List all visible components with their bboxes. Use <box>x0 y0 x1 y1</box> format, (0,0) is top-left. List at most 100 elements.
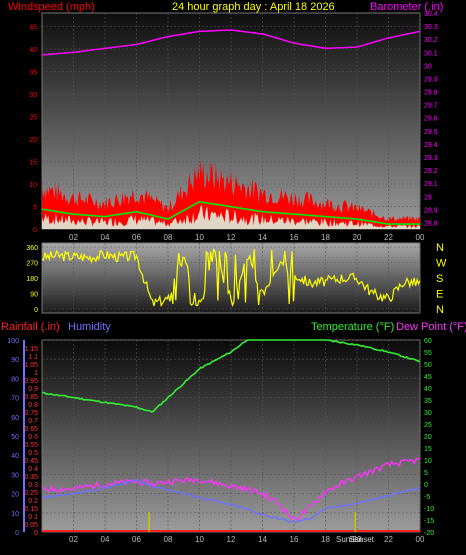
wind-lull-series <box>42 205 420 229</box>
x-tick-label: 16 <box>290 535 299 544</box>
baro-tick-label: 29.8 <box>424 90 438 97</box>
wind-tick-label: 25 <box>29 115 37 122</box>
baro-tick-label: 30 <box>424 63 432 70</box>
x-tick-label: 20 <box>353 535 362 544</box>
compass-label: W <box>436 258 447 270</box>
barometer-line <box>41 29 421 56</box>
x-tick-label: 02 <box>69 233 78 242</box>
compass-label: E <box>436 289 443 301</box>
x-tick-label: 00 <box>416 233 425 242</box>
rain-tick-label: 0.8 <box>28 402 38 409</box>
rain-tick-label: 1.05 <box>24 362 38 369</box>
temp-tick-label: 25 <box>424 422 432 429</box>
compass-label: N <box>436 242 444 254</box>
x-tick-label: 18 <box>321 233 330 242</box>
humidity-tick-label: 40 <box>11 453 19 460</box>
x-tick-label: 08 <box>164 233 173 242</box>
baro-tick-label: 28.8 <box>424 220 438 227</box>
baro-tick-label: 29 <box>424 194 432 201</box>
temp-tick-label: 45 <box>424 374 432 381</box>
rain-tick-label: 0.45 <box>24 458 38 465</box>
x-tick-label: 22 <box>384 535 393 544</box>
rain-tick-label: 0.3 <box>28 482 38 489</box>
x-tick-label: 12 <box>227 233 236 242</box>
baro-tick-label: 29.3 <box>424 155 438 162</box>
x-tick-label: 10 <box>195 535 204 544</box>
baro-tick-label: 29.4 <box>424 142 438 149</box>
humidity-line <box>41 478 421 523</box>
x-tick-label: 10 <box>195 233 204 242</box>
rain-tick-label: 0.95 <box>24 378 38 385</box>
rain-tick-label: 0.35 <box>24 474 38 481</box>
humidity-tick-label: 30 <box>11 472 19 479</box>
compass-label: S <box>436 273 443 285</box>
baro-tick-label: 29.7 <box>424 103 438 110</box>
humidity-tick-label: 70 <box>11 396 19 403</box>
wind-tick-label: 20 <box>29 137 37 144</box>
humidity-axis-label: Humidity <box>68 321 111 333</box>
baro-tick-label: 28.9 <box>424 207 438 214</box>
graph-title: 24 hour graph day : April 18 2026 <box>172 1 335 13</box>
rainfall-axis-label: Rainfall (.in) <box>1 321 60 333</box>
sunset-label: Sunset <box>349 535 375 544</box>
wind-tick-label: 0 <box>33 227 37 234</box>
humidity-tick-label: 80 <box>11 376 19 383</box>
rain-tick-label: 0.2 <box>28 498 38 505</box>
humidity-tick-label: 20 <box>11 492 19 499</box>
humidity-tick-label: 60 <box>11 415 19 422</box>
x-tick-label: 20 <box>353 233 362 242</box>
x-tick-label: 00 <box>416 535 425 544</box>
rain-tick-label: 1.1 <box>28 354 38 361</box>
rain-tick-label: 0.6 <box>28 434 38 441</box>
humidity-tick-label: 90 <box>11 357 19 364</box>
temp-tick-label: 50 <box>424 362 432 369</box>
baro-tick-label: 30.4 <box>424 11 438 18</box>
rain-tick-label: 1 <box>34 370 38 377</box>
x-tick-label: 12 <box>227 535 236 544</box>
x-tick-label: 18 <box>321 535 330 544</box>
rain-tick-label: 0.05 <box>24 522 38 529</box>
baro-tick-label: 29.5 <box>424 129 438 136</box>
rain-tick-label: 0.65 <box>24 426 38 433</box>
temp-tick-label: 15 <box>424 446 432 453</box>
rain-tick-label: 1.15 <box>24 346 38 353</box>
wind-tick-label: 30 <box>29 92 37 99</box>
temp-tick-label: 10 <box>424 458 432 465</box>
temp-tick-label: 55 <box>424 350 432 357</box>
temp-tick-label: 20 <box>424 434 432 441</box>
humidity-tick-label: 0 <box>15 530 19 537</box>
sunrise-label: Sunrise <box>336 535 364 544</box>
temperature-axis-label: Temperature (°F) <box>311 321 394 333</box>
baro-tick-label: 30.2 <box>424 37 438 44</box>
rain-tick-label: 0.4 <box>28 466 38 473</box>
temp-tick-label: 5 <box>424 470 428 477</box>
direction-tick-label: 0 <box>34 307 38 314</box>
rain-tick-label: 0.5 <box>28 450 38 457</box>
x-tick-label: 02 <box>69 535 78 544</box>
temp-tick-label: 60 <box>424 338 432 345</box>
wind-tick-label: 45 <box>29 25 37 32</box>
wind-average-line <box>41 200 420 225</box>
dewpoint-axis-label: Dew Point (°F) <box>396 321 466 333</box>
rain-tick-label: 0.25 <box>24 490 38 497</box>
x-tick-label: 04 <box>101 233 110 242</box>
humidity-tick-label: 100 <box>7 338 19 345</box>
rain-tick-label: 0.75 <box>24 410 38 417</box>
rain-tick-label: 0.55 <box>24 442 38 449</box>
direction-tick-label: 90 <box>30 292 38 299</box>
temp-tick-label: -15 <box>424 518 434 525</box>
temp-tick-label: -20 <box>424 530 434 537</box>
humidity-tick-label: 50 <box>11 434 19 441</box>
wind-direction-line <box>41 248 421 308</box>
temp-tick-label: 40 <box>424 386 432 393</box>
direction-tick-label: 180 <box>26 276 38 283</box>
baro-tick-label: 29.1 <box>424 181 438 188</box>
x-tick-label: 06 <box>132 233 141 242</box>
x-tick-label: 14 <box>258 233 267 242</box>
temp-tick-label: 30 <box>424 410 432 417</box>
wind-tick-label: 10 <box>29 182 37 189</box>
baro-tick-label: 29.2 <box>424 168 438 175</box>
temp-tick-label: 0 <box>424 482 428 489</box>
dewpoint-line <box>41 457 421 521</box>
